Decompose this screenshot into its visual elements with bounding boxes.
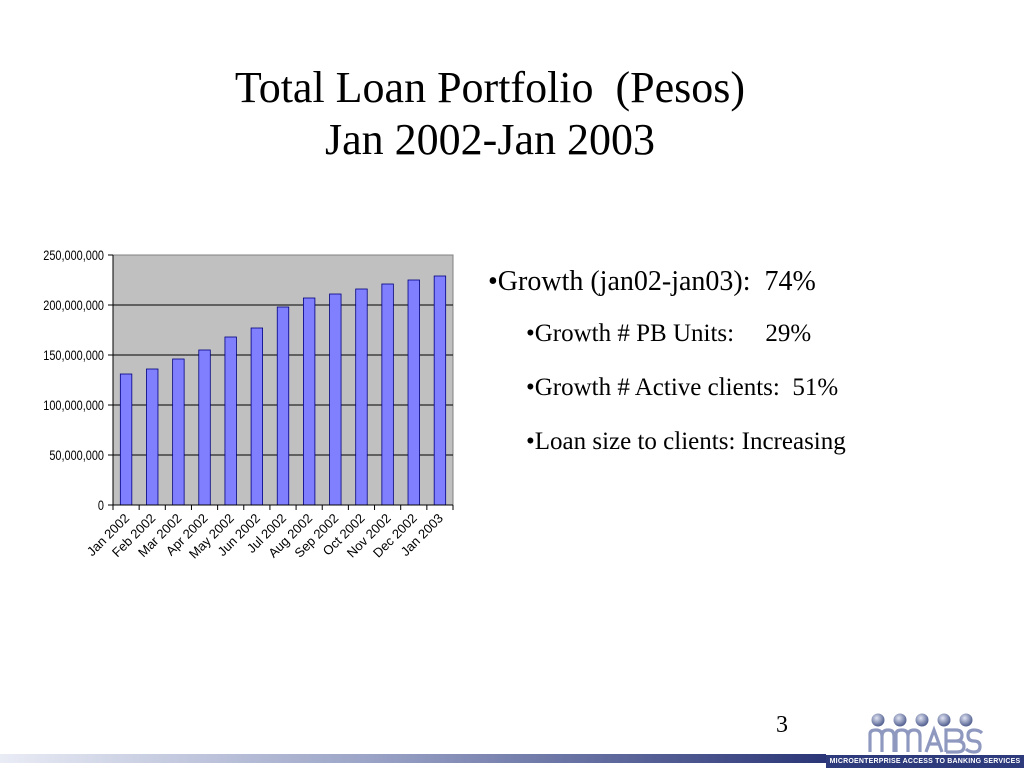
footer-bar xyxy=(0,754,826,763)
slide-title: Total Loan Portfolio (Pesos) Jan 2002-Ja… xyxy=(190,62,790,166)
title-line-1: Total Loan Portfolio (Pesos) xyxy=(234,63,746,112)
mabs-logo: MICROENTERPRISE ACCESS TO BANKING SERVIC… xyxy=(826,712,1024,768)
bar xyxy=(172,358,185,506)
bar xyxy=(198,349,211,506)
page-number: 3 xyxy=(776,712,788,738)
bar xyxy=(276,306,290,506)
mabs-logo-mark-icon xyxy=(868,713,984,754)
y-tick-label: 0 xyxy=(98,498,104,514)
bullet-growth-pb-units: •Growth # PB Units: 29% xyxy=(526,320,812,347)
y-tick-label: 250,000,000 xyxy=(43,248,104,264)
y-tick-label: 150,000,000 xyxy=(43,348,104,364)
y-axis: 0 50,000,000 100,000,000 150,000,000 200,000… xyxy=(43,248,114,514)
loan-portfolio-bar-chart: 0 50,000,000 100,000,000 150,000,000 200,000… xyxy=(43,248,454,561)
bar xyxy=(146,368,159,506)
bullet-growth-active-clients: •Growth # Active clients: 51% xyxy=(526,374,839,401)
bar xyxy=(250,327,263,506)
bar xyxy=(381,283,394,506)
title-line-2: Jan 2002-Jan 2003 xyxy=(325,115,655,164)
y-tick-label: 100,000,000 xyxy=(43,398,104,414)
bar xyxy=(355,288,368,506)
bar xyxy=(119,373,133,506)
bar xyxy=(224,336,237,506)
bar xyxy=(433,275,447,506)
bar xyxy=(302,297,316,506)
y-tick-label: 50,000,000 xyxy=(49,448,104,464)
bullet-list: •Growth (jan02-jan03): 74% •Growth # PB … xyxy=(488,266,1018,482)
bars xyxy=(119,275,447,506)
bullet-loan-size: •Loan size to clients: Increasing xyxy=(526,428,846,455)
y-tick-label: 200,000,000 xyxy=(43,298,104,314)
bar xyxy=(407,279,420,506)
bar xyxy=(329,293,342,506)
logo-tagline: MICROENTERPRISE ACCESS TO BANKING SERVIC… xyxy=(826,755,1024,768)
bullet-growth-portfolio: •Growth (jan02-jan03): 74% xyxy=(488,266,816,297)
